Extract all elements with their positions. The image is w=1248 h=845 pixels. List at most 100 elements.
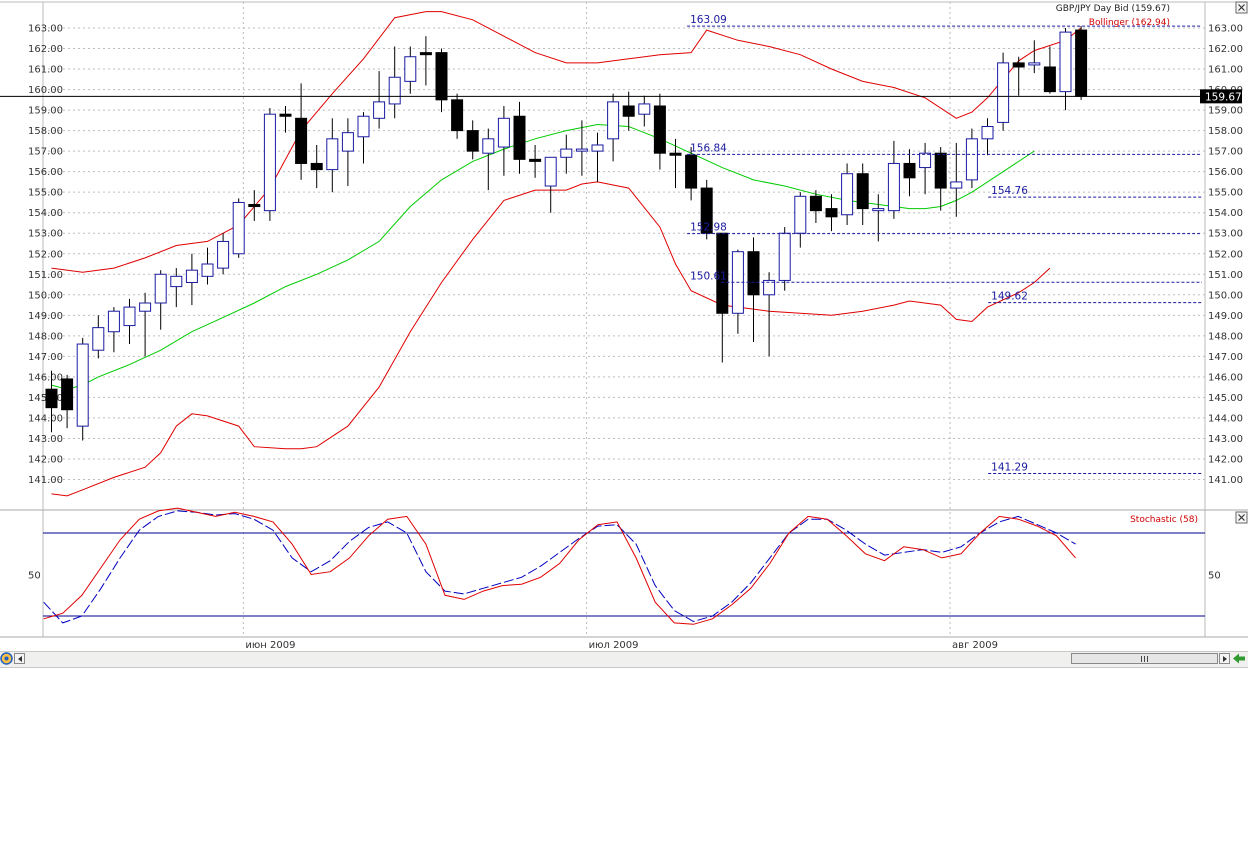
level-label: 149.62 xyxy=(991,291,1028,303)
y-tick-label-right: 152.00 xyxy=(1208,249,1243,260)
level-label: 154.76 xyxy=(991,185,1028,197)
y-tick-label-left: 157.00 xyxy=(28,147,63,158)
candle[interactable] xyxy=(856,173,869,210)
candle[interactable] xyxy=(185,269,198,283)
candle[interactable] xyxy=(919,152,932,169)
candle[interactable] xyxy=(700,187,713,234)
candle[interactable] xyxy=(107,310,120,333)
y-tick-label-right: 144.00 xyxy=(1208,413,1243,424)
candle[interactable] xyxy=(341,132,354,152)
candle[interactable] xyxy=(45,388,58,409)
candle[interactable] xyxy=(747,251,760,296)
price-chart-panel[interactable]: 141.00 141.00 142.00 142.00 143.00 143.00 144.… xyxy=(0,1,1248,638)
candle[interactable] xyxy=(607,101,620,140)
grip-icon xyxy=(1147,655,1148,662)
candle[interactable] xyxy=(357,115,370,138)
candle[interactable] xyxy=(809,195,822,212)
home-icon[interactable] xyxy=(0,652,13,665)
candle[interactable] xyxy=(404,56,417,82)
candle[interactable] xyxy=(295,117,308,164)
candle[interactable] xyxy=(1028,62,1041,66)
candle[interactable] xyxy=(61,378,74,411)
candle[interactable] xyxy=(123,306,136,327)
candle[interactable] xyxy=(419,52,432,56)
candle[interactable] xyxy=(778,232,791,281)
candle[interactable] xyxy=(622,105,635,117)
candle[interactable] xyxy=(217,240,230,269)
candle[interactable] xyxy=(1075,29,1088,97)
candle[interactable] xyxy=(872,208,885,212)
candle[interactable] xyxy=(513,115,526,160)
candle[interactable] xyxy=(1059,31,1072,93)
candle[interactable] xyxy=(497,117,510,148)
last-price-label: 159.67 xyxy=(1205,91,1242,103)
candle[interactable] xyxy=(653,105,666,154)
candle[interactable] xyxy=(575,148,588,152)
y-tick-label-left: 152.00 xyxy=(28,249,63,260)
candle[interactable] xyxy=(825,208,838,218)
candle[interactable] xyxy=(170,275,183,288)
candle[interactable] xyxy=(435,52,448,101)
go-to-last-icon[interactable] xyxy=(1232,652,1246,665)
candle[interactable] xyxy=(981,126,994,140)
stochastic-panel[interactable]: июн 2009 июл 2009 авг 2009 50 50 xyxy=(28,507,1221,651)
candle[interactable] xyxy=(529,158,542,162)
candle[interactable] xyxy=(544,156,557,187)
y-tick-label-left: 160.00 xyxy=(28,85,63,96)
scroll-right-button[interactable] xyxy=(1219,653,1230,664)
candle[interactable] xyxy=(76,343,89,427)
y-tick-label-right: 158.00 xyxy=(1208,126,1243,137)
candle[interactable] xyxy=(326,138,339,171)
y-tick-label-left: 144.00 xyxy=(28,413,63,424)
candle[interactable] xyxy=(139,302,152,312)
candle[interactable] xyxy=(965,138,978,181)
candle[interactable] xyxy=(560,148,573,158)
candle[interactable] xyxy=(232,201,245,255)
candle[interactable] xyxy=(154,273,167,304)
close-icon[interactable] xyxy=(1235,511,1248,524)
y-tick-label-right: 153.00 xyxy=(1208,229,1243,240)
candle[interactable] xyxy=(201,263,214,277)
candle[interactable] xyxy=(903,162,916,179)
candle[interactable] xyxy=(638,103,651,115)
y-tick-label-left: 150.00 xyxy=(28,290,63,301)
horizontal-scrollbar[interactable] xyxy=(0,651,1248,668)
y-tick-label-left: 149.00 xyxy=(28,311,63,322)
chart-canvas[interactable]: 141.00 141.00 142.00 142.00 143.00 143.00 144.… xyxy=(0,0,1248,651)
candle[interactable] xyxy=(466,130,479,152)
candle[interactable] xyxy=(482,138,495,154)
candle[interactable] xyxy=(685,154,698,189)
x-tick-label: июн 2009 xyxy=(245,640,295,651)
y-tick-label-right: 154.00 xyxy=(1208,208,1243,219)
candle[interactable] xyxy=(669,152,682,156)
close-icon[interactable] xyxy=(1235,1,1248,14)
y-tick-label-right: 163.00 xyxy=(1208,24,1243,35)
candle[interactable] xyxy=(934,152,947,189)
scroll-left-button[interactable] xyxy=(14,653,25,664)
candle[interactable] xyxy=(1043,66,1056,93)
candle[interactable] xyxy=(1012,62,1025,68)
candle[interactable] xyxy=(279,113,292,117)
candle[interactable] xyxy=(591,144,604,152)
candle[interactable] xyxy=(763,279,776,296)
candle[interactable] xyxy=(310,162,323,171)
candle[interactable] xyxy=(388,76,401,105)
y-tick-label-left: 163.00 xyxy=(28,24,63,35)
candle[interactable] xyxy=(841,173,854,216)
candle[interactable] xyxy=(950,181,963,189)
y-tick-label-right: 159.00 xyxy=(1208,106,1243,117)
y-tick-label-left: 147.00 xyxy=(28,352,63,363)
grip-icon xyxy=(1141,655,1142,662)
candle[interactable] xyxy=(248,203,261,208)
candle[interactable] xyxy=(887,162,900,212)
candle[interactable] xyxy=(997,62,1010,123)
candle[interactable] xyxy=(92,327,105,351)
candle[interactable] xyxy=(451,99,464,132)
candle[interactable] xyxy=(794,195,807,234)
candle[interactable] xyxy=(263,113,276,212)
y-tick-label-left: 142.00 xyxy=(28,454,63,465)
y-tick-label-left: 146.00 xyxy=(28,372,63,383)
scroll-thumb[interactable] xyxy=(1071,653,1218,664)
candle[interactable] xyxy=(373,101,386,119)
y-tick-label-right: 148.00 xyxy=(1208,331,1243,342)
